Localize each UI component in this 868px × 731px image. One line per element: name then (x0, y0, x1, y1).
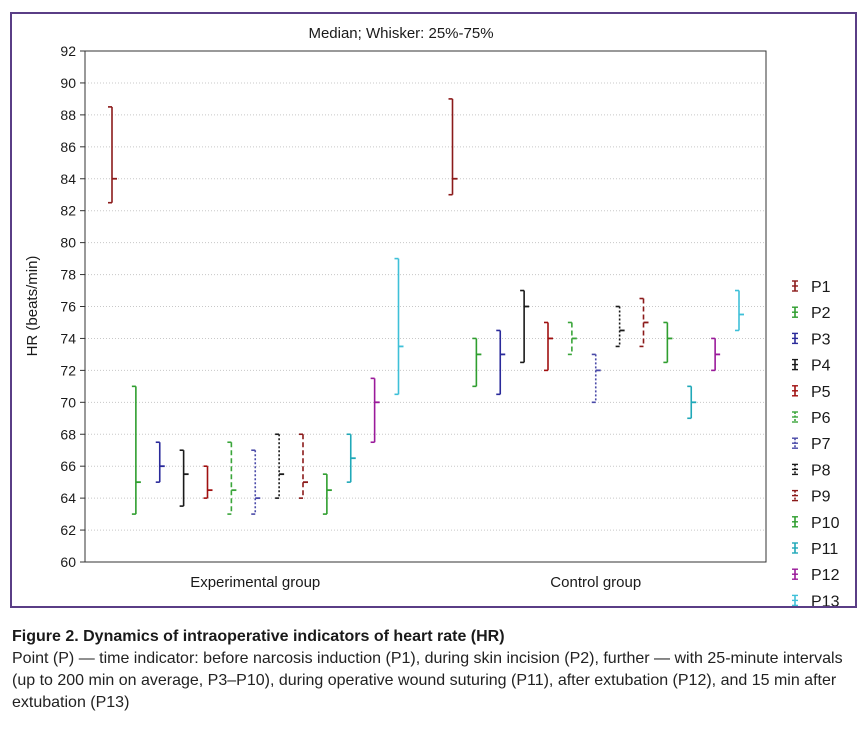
legend-item-p9: P9 (792, 489, 831, 506)
caption-title: Figure 2. Dynamics of intraoperative ind… (12, 628, 505, 645)
legend-label: P5 (811, 384, 831, 401)
whisker-p1-experimental (108, 106, 117, 204)
whisker-p6-experimental (227, 441, 237, 515)
figure-frame: Median; Whisker: 25%-75% 60 62 64 66 68 70 72 7… (10, 12, 857, 608)
y-tick-label: 70 (60, 394, 76, 410)
legend-item-p7: P7 (792, 436, 831, 453)
whisker-p8-control (615, 305, 625, 348)
legend-label: P9 (811, 489, 831, 506)
legend-label: P11 (811, 541, 838, 558)
whisker-p2-control (472, 337, 482, 388)
legend-item-p6: P6 (792, 410, 831, 427)
y-tick-label: 68 (60, 426, 76, 442)
heart-rate-chart: Median; Whisker: 25%-75% 60 62 64 66 68 70 72 7… (24, 25, 840, 606)
whisker-p9-experimental (299, 433, 308, 499)
legend-item-p5: P5 (792, 384, 831, 401)
legend-item-p10: P10 (792, 515, 840, 532)
whisker-p12-control (711, 337, 721, 372)
whisker-p5-control (544, 321, 553, 372)
legend-item-p8: P8 (792, 462, 831, 479)
caption-body: Point (P) — time indicator: before narco… (12, 650, 843, 711)
legend-label: P4 (811, 358, 831, 375)
legend-label: P3 (811, 331, 831, 348)
whisker-p6-control (567, 321, 577, 356)
y-tick-label: 78 (60, 267, 76, 283)
whisker-p7-control (591, 353, 601, 404)
legend-label: P12 (811, 567, 840, 584)
legend-item-p11: P11 (792, 541, 838, 558)
y-axis-label: HR (beats/min) (24, 256, 41, 357)
legend-label: P8 (811, 462, 831, 479)
legend-label: P10 (811, 515, 840, 532)
y-tick-label: 62 (60, 522, 76, 538)
whisker-p9-control (639, 297, 649, 348)
legend-item-p13: P13 (792, 593, 840, 606)
whisker-p13-control (735, 289, 744, 332)
whisker-p4-experimental (179, 449, 189, 507)
chart-title: Median; Whisker: 25%-75% (308, 25, 493, 42)
whisker-p12-experimental (370, 377, 380, 444)
y-tick-label: 86 (60, 139, 76, 155)
whisker-p1-control (448, 98, 458, 196)
whisker-p7-experimental (251, 449, 261, 515)
legend-item-p3: P3 (792, 331, 831, 348)
y-tick-label: 72 (60, 362, 76, 378)
y-tick-label: 88 (60, 107, 76, 123)
whisker-marks (108, 98, 744, 515)
y-tick-label: 76 (60, 299, 76, 315)
whisker-p10-control (663, 321, 673, 364)
figure-caption: Figure 2. Dynamics of intraoperative ind… (12, 626, 858, 714)
y-tick-label: 60 (60, 554, 76, 570)
whisker-p13-experimental (394, 257, 404, 396)
legend-label: P6 (811, 410, 831, 427)
x-category-label: Experimental group (190, 574, 320, 591)
y-tick-label: 64 (60, 490, 76, 506)
whisker-p3-experimental (155, 441, 165, 483)
legend: P1 P2 P3 P4 P5 P6 P7 P8 P9 P10 P11 P12 P13 (792, 279, 840, 606)
legend-item-p1: P1 (792, 279, 831, 296)
legend-label: P2 (811, 305, 831, 322)
whisker-p5-experimental (203, 465, 213, 499)
legend-label: P7 (811, 436, 831, 453)
x-axis-categories: Experimental group Control group (190, 574, 641, 591)
y-tick-label: 90 (60, 75, 76, 91)
y-tick-label: 80 (60, 235, 76, 251)
y-tick-label: 74 (60, 330, 76, 346)
whisker-p11-experimental (346, 433, 356, 483)
legend-item-p4: P4 (792, 358, 831, 375)
grid-lines (85, 82, 766, 531)
whisker-p2-experimental (131, 385, 141, 515)
whisker-p10-experimental (322, 473, 332, 515)
y-axis-ticks: 60 62 64 66 68 70 72 74 76 78 80 82 84 86 88 90 92 (60, 43, 85, 570)
y-tick-label: 66 (60, 458, 76, 474)
whisker-p8-experimental (275, 433, 285, 499)
legend-label: P13 (811, 593, 840, 606)
legend-label: P1 (811, 279, 831, 296)
legend-item-p12: P12 (792, 567, 840, 584)
x-category-label: Control group (550, 574, 641, 591)
y-tick-label: 84 (60, 171, 76, 187)
whisker-p11-control (687, 385, 697, 420)
whisker-p4-control (520, 289, 530, 364)
y-tick-label: 82 (60, 203, 76, 219)
legend-item-p2: P2 (792, 305, 831, 322)
whisker-p3-control (496, 329, 506, 396)
y-tick-label: 92 (60, 43, 76, 59)
